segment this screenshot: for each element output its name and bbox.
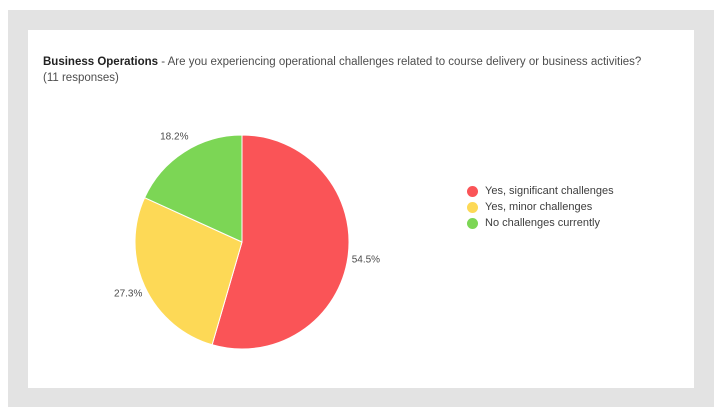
legend-dot-red — [467, 185, 478, 197]
legend-dot-green — [467, 217, 478, 229]
legend-dot-yellow — [467, 201, 478, 213]
legend-item-significant-challenges: Yes, significant challenges — [467, 183, 614, 199]
pie-slice-significant-challenges — [211, 134, 350, 350]
pie-percent-label-none: 18.2% — [160, 131, 189, 143]
pie-slice-no-challenges — [144, 134, 243, 243]
legend-label: Yes, minor challenges — [485, 201, 593, 213]
pie-percent-label-minor: 27.3% — [114, 288, 143, 300]
legend-item-minor-challenges: Yes, minor challenges — [467, 199, 614, 215]
pie-chart — [134, 134, 350, 350]
legend-label: No challenges currently — [485, 217, 600, 229]
chart-legend: Yes, significant challenges Yes, minor c… — [467, 183, 614, 231]
pie-chart-area: 54.5% 27.3% 18.2% — [28, 30, 694, 388]
legend-item-no-challenges: No challenges currently — [467, 215, 614, 231]
legend-label: Yes, significant challenges — [485, 185, 614, 197]
pie-slice-minor-challenges — [134, 197, 243, 346]
question-header: Business Operations - Are you experienci… — [43, 54, 683, 86]
question-category: Business Operations — [43, 56, 159, 68]
question-text: - Are you experiencing operational chall… — [158, 56, 642, 68]
pie-percent-label-significant: 54.5% — [351, 254, 381, 266]
survey-chart-card: Business Operations - Are you experienci… — [28, 30, 694, 388]
responses-count: (11 responses) — [43, 72, 119, 84]
